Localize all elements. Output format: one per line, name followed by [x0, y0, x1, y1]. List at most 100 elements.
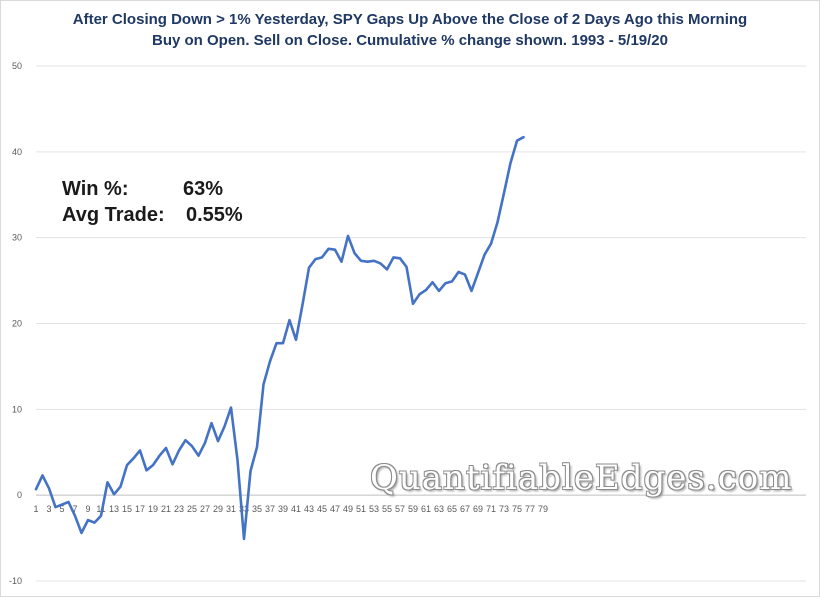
x-tick-label: 15: [122, 504, 132, 514]
x-tick-label: 7: [72, 504, 77, 514]
y-tick-label: 10: [12, 404, 22, 414]
data-point: [470, 290, 473, 292]
x-tick-label: 77: [525, 504, 535, 514]
data-point: [483, 254, 486, 256]
data-point: [171, 463, 174, 466]
win-percent-value: 63%: [183, 178, 224, 200]
x-tick-label: 13: [109, 504, 119, 514]
data-point: [295, 339, 297, 341]
chart-subtitle: Buy on Open. Sell on Close. Cumulative %…: [152, 32, 668, 49]
data-point: [158, 454, 161, 457]
x-tick-label: 17: [135, 504, 145, 514]
x-tick-label: 1: [33, 504, 38, 514]
y-axis-ticks: -10 0 10 20 30 40 50: [9, 61, 22, 586]
x-tick-label: 5: [59, 504, 64, 514]
x-tick-label: 37: [265, 504, 275, 514]
y-tick-label: 30: [12, 233, 22, 243]
data-point: [184, 439, 187, 442]
data-point: [256, 446, 258, 448]
data-point: [275, 342, 278, 345]
data-point: [314, 258, 317, 260]
data-point: [451, 280, 453, 283]
data-point: [457, 271, 460, 273]
x-tick-label: 61: [421, 504, 431, 514]
data-point: [418, 293, 421, 296]
data-point: [353, 252, 356, 254]
data-point: [327, 248, 330, 250]
data-point: [399, 257, 401, 260]
data-point: [145, 469, 148, 472]
data-point: [379, 262, 382, 265]
data-point: [93, 521, 96, 524]
x-tick-label: 21: [161, 504, 171, 514]
x-tick-label: 57: [395, 504, 405, 514]
x-tick-label: 51: [356, 504, 366, 514]
data-point: [392, 256, 395, 259]
x-tick-label: 23: [174, 504, 184, 514]
x-tick-label: 3: [46, 504, 51, 514]
data-point: [132, 457, 135, 460]
x-tick-label: 39: [278, 504, 288, 514]
data-point: [509, 162, 512, 164]
x-tick-label: 75: [512, 504, 522, 514]
data-point: [223, 425, 226, 428]
x-tick-label: 29: [213, 504, 223, 514]
data-point: [178, 449, 180, 452]
data-point: [360, 260, 362, 262]
data-point: [217, 440, 219, 442]
data-point: [386, 268, 388, 271]
data-point: [191, 445, 193, 448]
data-point: [152, 464, 154, 466]
data-point: [425, 289, 427, 291]
data-point: [80, 532, 83, 534]
data-point: [113, 493, 115, 496]
avg-trade-label: Avg Trade:: [62, 204, 165, 226]
data-point: [41, 474, 44, 477]
data-point: [119, 485, 122, 488]
data-point: [165, 447, 167, 449]
x-tick-label: 79: [538, 504, 548, 514]
win-percent-label: Win %:: [62, 178, 129, 200]
data-point: [412, 302, 414, 305]
data-point: [74, 514, 76, 517]
data-point: [477, 272, 479, 274]
x-tick-label: 35: [252, 504, 262, 514]
x-axis-ticks: 1 3 5 7 9 11 13 15 17 19 21 23 25 27 29 31 33 35 37 39 41 43 4…: [33, 504, 548, 514]
y-tick-label: 20: [12, 319, 22, 329]
data-point: [126, 464, 128, 466]
data-point: [490, 242, 492, 245]
data-point: [288, 319, 291, 321]
y-tick-label: -10: [9, 576, 22, 586]
data-point: [61, 503, 63, 506]
x-tick-label: 65: [447, 504, 457, 514]
watermark-logo: QuantifiableEdges.com: [370, 458, 793, 498]
y-tick-label: 0: [17, 490, 22, 500]
data-point: [197, 454, 200, 457]
x-tick-label: 73: [499, 504, 509, 514]
data-point: [464, 273, 466, 276]
data-point: [405, 266, 408, 268]
x-tick-label: 25: [187, 504, 197, 514]
avg-trade-value: 0.55%: [186, 204, 243, 226]
y-tick-label: 40: [12, 147, 22, 157]
data-point: [503, 192, 505, 194]
x-tick-label: 63: [434, 504, 444, 514]
y-tick-label: 50: [12, 61, 22, 71]
x-tick-label: 43: [304, 504, 314, 514]
x-tick-label: 27: [200, 504, 210, 514]
x-tick-label: 53: [369, 504, 379, 514]
x-tick-label: 41: [291, 504, 301, 514]
data-point: [87, 519, 89, 521]
data-point: [347, 235, 349, 237]
x-tick-label: 33: [239, 504, 249, 514]
x-tick-label: 67: [460, 504, 470, 514]
data-point: [282, 342, 284, 345]
data-point: [340, 260, 343, 263]
data-point: [301, 303, 304, 306]
series-line: [34, 135, 525, 541]
data-point: [334, 248, 336, 251]
x-tick-label: 69: [473, 504, 483, 514]
data-point: [321, 256, 323, 259]
